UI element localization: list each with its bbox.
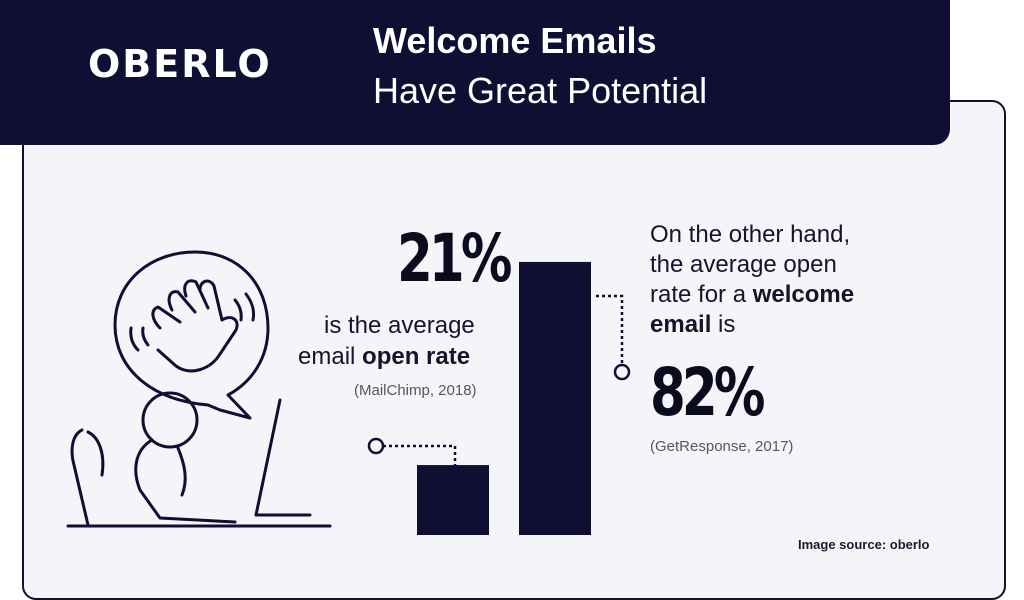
facepalm-person-icon: [66, 250, 332, 528]
welcome-text-1: On the other hand,: [650, 221, 851, 248]
title-line-1: Welcome Emails: [373, 20, 657, 61]
bar-welcome-email: [519, 261, 591, 535]
left-connector-dot: [367, 437, 385, 455]
infographic-card: [22, 100, 1006, 600]
right-connector-dot: [613, 363, 631, 381]
welcome-text-2: the average open: [650, 251, 837, 278]
title-line-2: Have Great Potential: [373, 70, 708, 111]
open-rate-source: (MailChimp, 2018): [354, 382, 477, 399]
image-credit: Image source: oberlo: [798, 537, 930, 552]
open-rate-value: 21%: [397, 220, 512, 297]
right-connector: [596, 294, 624, 366]
open-rate-text-1: is the average: [324, 312, 475, 339]
open-rate-text-2: email open rate: [298, 343, 471, 370]
welcome-rate-value: 82%: [650, 354, 765, 431]
open-rate-bar-chart: [367, 261, 631, 535]
oberlo-logo: OBERLO: [88, 42, 272, 86]
welcome-text-4: email is: [650, 311, 736, 338]
welcome-text-3: rate for a welcome: [650, 281, 855, 308]
header-banner: OBERLO Welcome Emails Have Great Potenti…: [0, 0, 950, 145]
welcome-rate-source: (GetResponse, 2017): [650, 438, 794, 455]
left-connector: [383, 444, 457, 480]
bar-email: [417, 465, 489, 535]
